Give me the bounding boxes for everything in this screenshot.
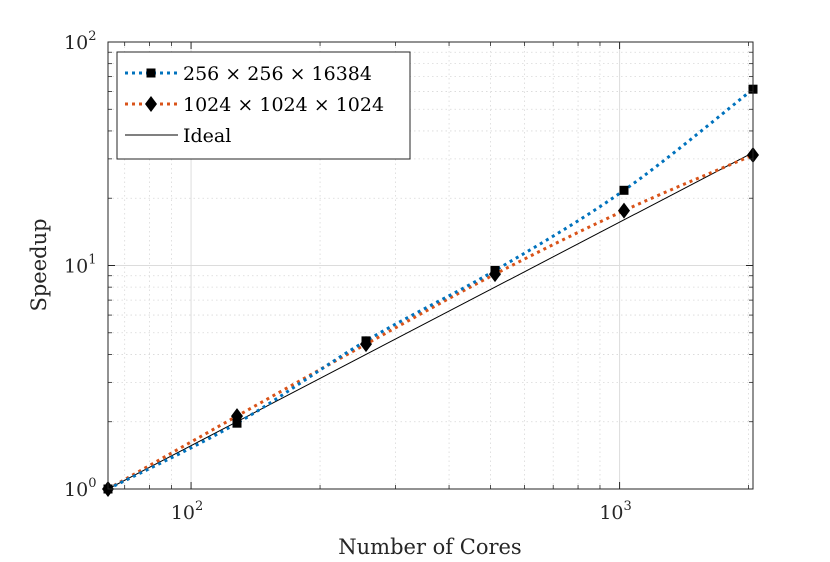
x-axis-label: Number of Cores: [338, 535, 521, 559]
y-tick-labels: 100 101 102: [64, 29, 96, 501]
series-line: [107, 152, 754, 490]
y-axis-label: Speedup: [27, 218, 51, 311]
legend-marker: [146, 68, 156, 78]
legend-label: 1024 × 1024 × 1024: [183, 94, 384, 116]
legend-label: 256 × 256 × 16384: [183, 63, 372, 85]
data-point-marker: [619, 185, 629, 195]
y-tick-label: 102: [64, 29, 96, 54]
series-line: [107, 153, 754, 491]
legend: 256 × 256 × 16384 1024 × 1024 × 1024 Ideal: [116, 51, 411, 160]
legend-label: Ideal: [183, 125, 231, 147]
legend-entry: 1024 × 1024 × 1024: [125, 94, 384, 116]
series-ideal: [107, 152, 754, 490]
series-line: [107, 88, 754, 491]
legend-marker: [145, 96, 157, 112]
tick-marks: [108, 41, 753, 490]
x-tick-labels: 102 103: [171, 499, 632, 524]
data-point-marker: [361, 336, 371, 346]
legend-entry: 256 × 256 × 16384: [125, 63, 372, 85]
series-layer: [102, 84, 759, 497]
data-point-marker: [490, 265, 500, 275]
data-point-marker: [232, 418, 242, 428]
legend-entry: Ideal: [125, 125, 231, 147]
data-point-marker: [618, 202, 630, 219]
y-tick-label: 100: [64, 476, 96, 501]
x-tick-label: 103: [599, 499, 631, 524]
x-tick-label: 102: [171, 499, 203, 524]
legend-box: [116, 51, 411, 160]
y-tick-label: 101: [64, 253, 96, 278]
